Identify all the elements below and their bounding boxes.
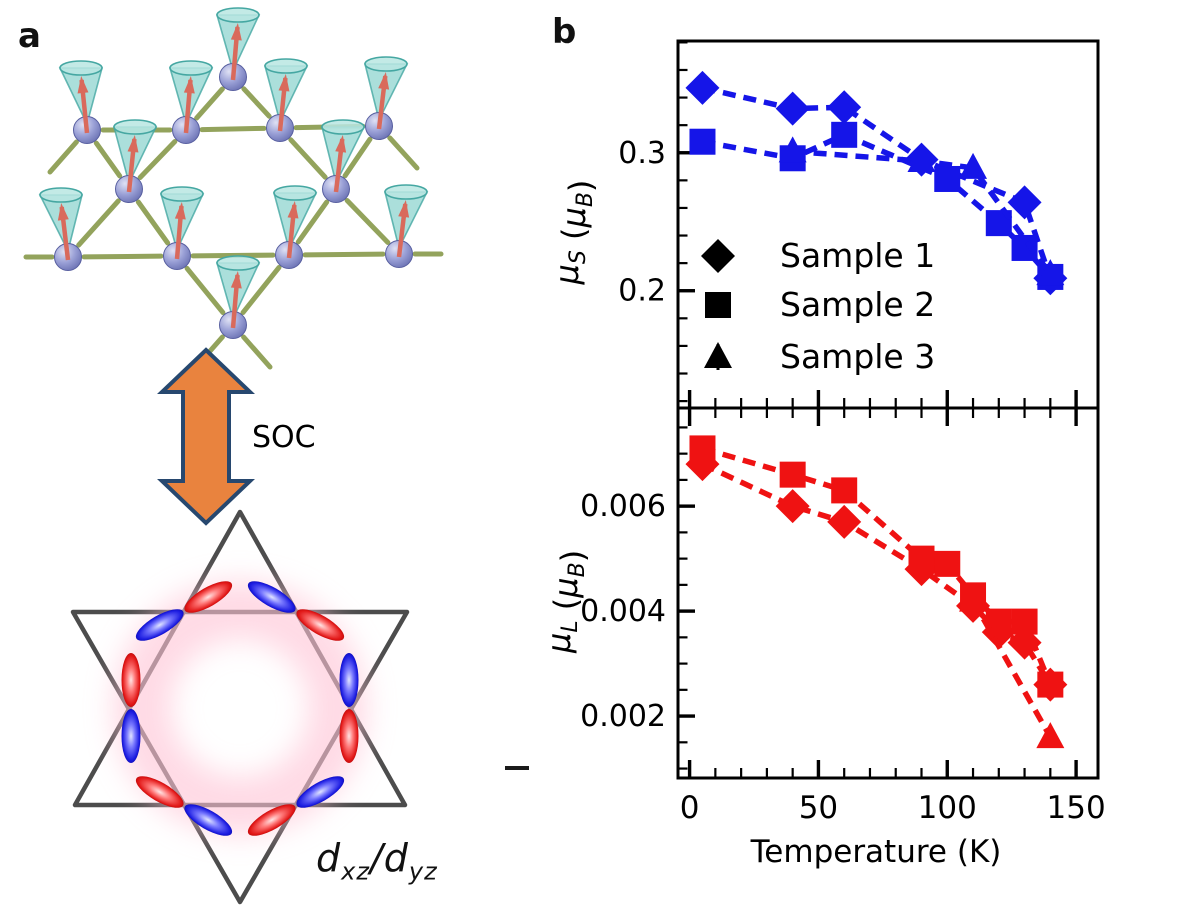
legend: Sample 1 Sample 2 Sample 3	[701, 236, 935, 376]
series-markers-triangle	[959, 585, 1065, 749]
soc-label: SOC	[252, 420, 316, 455]
series-markers-square	[689, 435, 1064, 698]
series-markers-triangle	[778, 136, 1065, 286]
y-tick-label: 0.002	[580, 699, 666, 734]
x-ticks	[687, 390, 1078, 407]
legend-label: Sample 1	[780, 236, 935, 275]
y-tick-label: 0.3	[618, 136, 666, 171]
y-axis-title: μS (μB)	[548, 180, 600, 286]
y-axis-title: μL (μB)	[540, 550, 592, 654]
y-ticks	[679, 41, 695, 403]
series-line-triangle	[792, 148, 1053, 276]
plot-top: 0.2 0.3 μS (μB) Sample 1 Sample 2 Sample 3	[548, 39, 1100, 410]
orbital-slash: /	[369, 836, 384, 880]
x-tick-label: 0	[680, 790, 700, 826]
legend-entry: Sample 3	[704, 337, 935, 376]
legend-label: Sample 3	[780, 337, 935, 376]
series-line-diamond	[701, 461, 1053, 687]
legend-entry: Sample 1	[701, 236, 935, 275]
orbital-pair	[247, 581, 345, 641]
x-axis-title: Temperature (K)	[750, 834, 1002, 870]
pink-glow-ring	[113, 581, 367, 835]
x-tick-label: 50	[799, 790, 838, 826]
orbital-d1: d	[316, 836, 342, 880]
orbital-sub1: xz	[341, 857, 370, 886]
panel-a-label: a	[18, 16, 41, 56]
kagome-soc-orbital-illustration	[23, 7, 444, 905]
orbital-pair	[121, 653, 141, 763]
orbital-pair	[247, 776, 345, 836]
y-ticks	[679, 426, 695, 770]
legend-label: Sample 2	[780, 285, 935, 324]
orbital-pair	[135, 581, 233, 641]
orbital-lobes	[121, 581, 359, 836]
orbital-d2: d	[383, 836, 409, 880]
stray-dash-mark	[505, 766, 529, 770]
magnetic-moment-charts: 0.2 0.3 μS (μB) Sample 1 Sample 2 Sample 3 0.0…	[540, 39, 1106, 870]
x-tick-label: 150	[1047, 790, 1106, 826]
orbital-pair	[135, 776, 233, 836]
x-tick-label: 100	[918, 790, 977, 826]
x-ticks	[687, 409, 1078, 777]
y-tick-label: 0.004	[580, 594, 666, 629]
plot-bottom: 0.002 0.004 0.006 0 50 100 150 Temperature (K) μ…	[540, 406, 1106, 870]
orbital-sub2: yz	[408, 857, 438, 886]
legend-entry: Sample 2	[705, 285, 935, 324]
y-tick-label: 0.006	[580, 489, 666, 524]
panel-b-label: b	[552, 12, 577, 52]
series-line-triangle	[970, 599, 1053, 739]
orbital-pair	[339, 653, 359, 763]
spin-arrows	[57, 23, 410, 329]
soc-double-arrow	[157, 347, 255, 526]
orbital-dxz-dyz-label: dxz/dyz	[316, 836, 438, 886]
y-tick-label: 0.2	[618, 274, 666, 309]
